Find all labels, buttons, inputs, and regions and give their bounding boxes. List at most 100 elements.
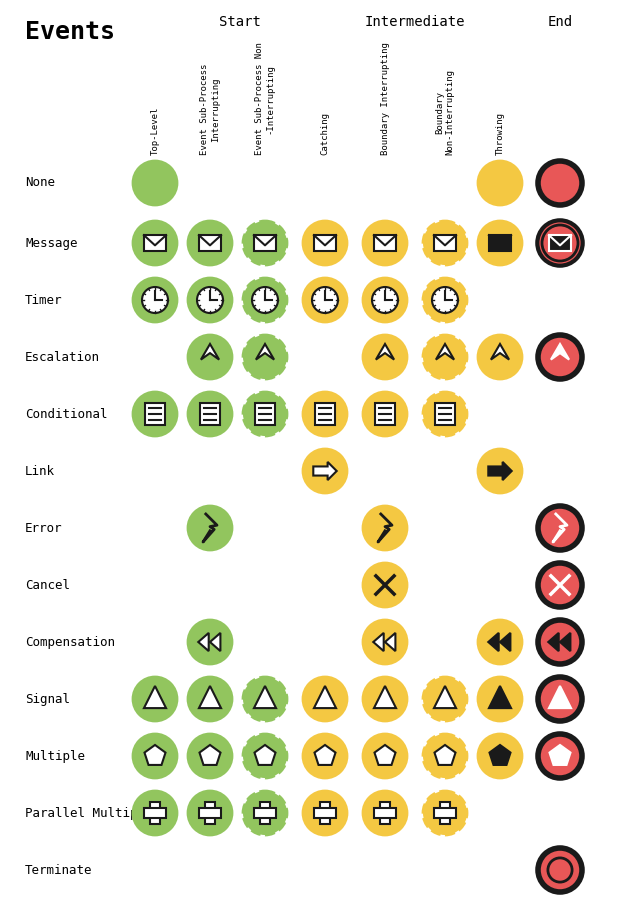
Ellipse shape — [188, 734, 232, 778]
Circle shape — [197, 287, 223, 313]
Ellipse shape — [303, 791, 347, 835]
Ellipse shape — [478, 449, 522, 493]
Text: Boundary
Non-Interrupting: Boundary Non-Interrupting — [435, 69, 454, 155]
Text: Timer: Timer — [25, 293, 63, 307]
Polygon shape — [314, 686, 336, 708]
Text: Conditional: Conditional — [25, 407, 108, 421]
Polygon shape — [374, 745, 396, 765]
Text: Start: Start — [219, 15, 261, 29]
Polygon shape — [255, 745, 275, 765]
Ellipse shape — [478, 620, 522, 664]
Text: Signal: Signal — [25, 692, 70, 706]
Ellipse shape — [423, 677, 467, 721]
Ellipse shape — [478, 161, 522, 205]
Ellipse shape — [188, 221, 232, 265]
Ellipse shape — [188, 677, 232, 721]
Circle shape — [548, 858, 572, 882]
Ellipse shape — [133, 734, 177, 778]
Text: Multiple: Multiple — [25, 749, 85, 763]
Ellipse shape — [133, 791, 177, 835]
Text: Catching: Catching — [321, 112, 330, 155]
Ellipse shape — [538, 221, 582, 265]
Text: Link: Link — [25, 464, 55, 478]
Ellipse shape — [363, 392, 407, 436]
Bar — [489, 235, 511, 251]
Ellipse shape — [423, 335, 467, 379]
Text: None: None — [25, 176, 55, 189]
Ellipse shape — [478, 677, 522, 721]
Ellipse shape — [243, 221, 287, 265]
Ellipse shape — [243, 335, 287, 379]
Polygon shape — [560, 633, 570, 651]
Text: Cancel: Cancel — [25, 578, 70, 592]
Ellipse shape — [133, 677, 177, 721]
Polygon shape — [500, 633, 511, 651]
Ellipse shape — [538, 848, 582, 892]
Text: Escalation: Escalation — [25, 350, 100, 364]
Polygon shape — [489, 686, 511, 708]
Polygon shape — [198, 633, 209, 651]
Text: Top-Level: Top-Level — [150, 107, 159, 155]
Ellipse shape — [243, 734, 287, 778]
Bar — [314, 235, 336, 251]
Polygon shape — [374, 686, 396, 708]
Ellipse shape — [133, 161, 177, 205]
Bar — [200, 403, 220, 425]
Text: Throwing: Throwing — [495, 112, 504, 155]
Text: End: End — [547, 15, 573, 29]
Ellipse shape — [538, 677, 582, 721]
Bar — [314, 808, 336, 817]
Circle shape — [312, 287, 338, 313]
Bar — [440, 802, 449, 824]
Polygon shape — [385, 633, 396, 651]
Ellipse shape — [133, 221, 177, 265]
Ellipse shape — [243, 791, 287, 835]
Ellipse shape — [478, 221, 522, 265]
Circle shape — [142, 287, 168, 313]
Bar — [150, 802, 159, 824]
Ellipse shape — [538, 620, 582, 664]
Circle shape — [252, 287, 278, 313]
Ellipse shape — [243, 392, 287, 436]
Ellipse shape — [188, 791, 232, 835]
Bar — [374, 808, 396, 817]
Polygon shape — [254, 686, 276, 708]
Polygon shape — [199, 686, 221, 708]
Bar — [374, 235, 396, 251]
Text: Error: Error — [25, 521, 63, 535]
Bar — [205, 802, 214, 824]
Polygon shape — [144, 686, 166, 708]
Bar — [144, 808, 166, 817]
Ellipse shape — [363, 221, 407, 265]
Polygon shape — [550, 745, 570, 765]
Ellipse shape — [538, 221, 582, 265]
Polygon shape — [373, 633, 384, 651]
Ellipse shape — [303, 734, 347, 778]
Polygon shape — [201, 344, 219, 359]
Circle shape — [372, 287, 398, 313]
Text: Compensation: Compensation — [25, 635, 115, 649]
Ellipse shape — [538, 161, 582, 205]
Ellipse shape — [303, 278, 347, 322]
Bar — [549, 235, 571, 251]
Ellipse shape — [423, 791, 467, 835]
Ellipse shape — [303, 677, 347, 721]
Polygon shape — [551, 344, 569, 359]
Circle shape — [432, 287, 458, 313]
Ellipse shape — [423, 392, 467, 436]
Ellipse shape — [423, 278, 467, 322]
Ellipse shape — [188, 278, 232, 322]
Ellipse shape — [303, 449, 347, 493]
Ellipse shape — [363, 563, 407, 607]
Ellipse shape — [188, 392, 232, 436]
Text: Parallel Multiple: Parallel Multiple — [25, 806, 152, 820]
Polygon shape — [549, 686, 571, 708]
Ellipse shape — [478, 734, 522, 778]
Ellipse shape — [538, 506, 582, 550]
Bar — [321, 802, 330, 824]
Text: Message: Message — [25, 236, 77, 250]
Ellipse shape — [243, 677, 287, 721]
Bar — [254, 808, 276, 817]
Bar — [254, 235, 276, 251]
Ellipse shape — [188, 335, 232, 379]
